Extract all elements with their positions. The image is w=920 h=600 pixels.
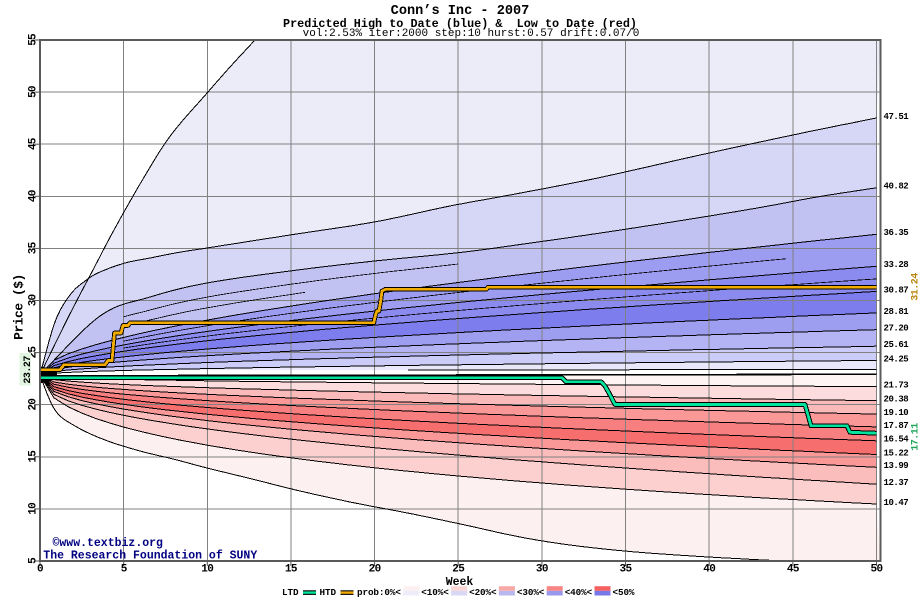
svg-text:40: 40 xyxy=(28,190,40,202)
svg-text:23.27: 23.27 xyxy=(23,356,34,384)
svg-text:55: 55 xyxy=(28,33,40,46)
svg-text:0: 0 xyxy=(37,564,43,576)
svg-text:50: 50 xyxy=(28,86,40,98)
svg-text:The Research Foundation of SUN: The Research Foundation of SUNY xyxy=(43,549,257,562)
svg-text:24.25: 24.25 xyxy=(884,354,909,364)
svg-text:45: 45 xyxy=(787,564,800,576)
svg-text:33.28: 33.28 xyxy=(884,260,909,270)
svg-text:vol:2.53% iter:2000 step:10 hu: vol:2.53% iter:2000 step:10 hurst:0.57 d… xyxy=(303,28,640,40)
svg-text:prob:0%<: prob:0%< xyxy=(357,587,401,598)
svg-text:5: 5 xyxy=(121,564,128,576)
svg-text:LTD: LTD xyxy=(282,587,299,598)
svg-text:35: 35 xyxy=(28,241,40,254)
svg-text:30: 30 xyxy=(536,564,548,576)
svg-text:50: 50 xyxy=(870,564,882,576)
svg-text:16.54: 16.54 xyxy=(884,435,910,445)
svg-text:15: 15 xyxy=(285,564,298,576)
svg-text:<50%: <50% xyxy=(613,587,635,598)
svg-text:Predicted High to Date (blue): Predicted High to Date (blue) & Low to D… xyxy=(283,17,637,31)
svg-text:35: 35 xyxy=(619,564,632,576)
svg-text:45: 45 xyxy=(28,137,40,150)
svg-text:10: 10 xyxy=(28,503,40,515)
svg-text:©www.textbiz.org: ©www.textbiz.org xyxy=(53,537,164,550)
svg-text:13.99: 13.99 xyxy=(884,461,909,471)
svg-text:<20%<: <20%< xyxy=(469,587,497,598)
svg-text:36.35: 36.35 xyxy=(884,228,909,238)
svg-text:20: 20 xyxy=(369,564,381,576)
svg-text:47.51: 47.51 xyxy=(884,112,910,122)
svg-text:<40%<: <40%< xyxy=(565,587,593,598)
svg-text:HTD: HTD xyxy=(320,587,337,598)
svg-text:Week: Week xyxy=(446,576,474,589)
svg-text:30.87: 30.87 xyxy=(884,285,909,295)
svg-text:21.73: 21.73 xyxy=(884,381,909,391)
svg-text:12.37: 12.37 xyxy=(884,478,909,488)
svg-text:<30%<: <30%< xyxy=(517,587,545,598)
svg-text:31.24: 31.24 xyxy=(911,273,920,301)
svg-text:10: 10 xyxy=(201,564,213,576)
svg-text:20: 20 xyxy=(28,399,40,411)
svg-text:27.20: 27.20 xyxy=(884,324,909,334)
svg-text:28.81: 28.81 xyxy=(884,307,910,317)
svg-text:30: 30 xyxy=(28,295,40,307)
svg-text:5: 5 xyxy=(28,557,40,564)
svg-text:25.61: 25.61 xyxy=(884,340,910,350)
svg-text:17.11: 17.11 xyxy=(911,423,920,451)
svg-text:19.10: 19.10 xyxy=(884,408,909,418)
svg-text:Price ($): Price ($) xyxy=(12,274,27,340)
svg-text:15: 15 xyxy=(28,450,40,463)
svg-text:<10%<: <10%< xyxy=(421,587,449,598)
svg-text:10.47: 10.47 xyxy=(884,498,909,508)
svg-text:15.22: 15.22 xyxy=(884,448,909,458)
svg-text:17.87: 17.87 xyxy=(884,421,909,431)
svg-text:25: 25 xyxy=(452,564,465,576)
svg-text:20.38: 20.38 xyxy=(884,395,909,405)
svg-text:40.82: 40.82 xyxy=(884,182,909,192)
svg-text:Conn’s Inc - 2007: Conn’s Inc - 2007 xyxy=(391,4,530,19)
svg-text:40: 40 xyxy=(703,564,715,576)
